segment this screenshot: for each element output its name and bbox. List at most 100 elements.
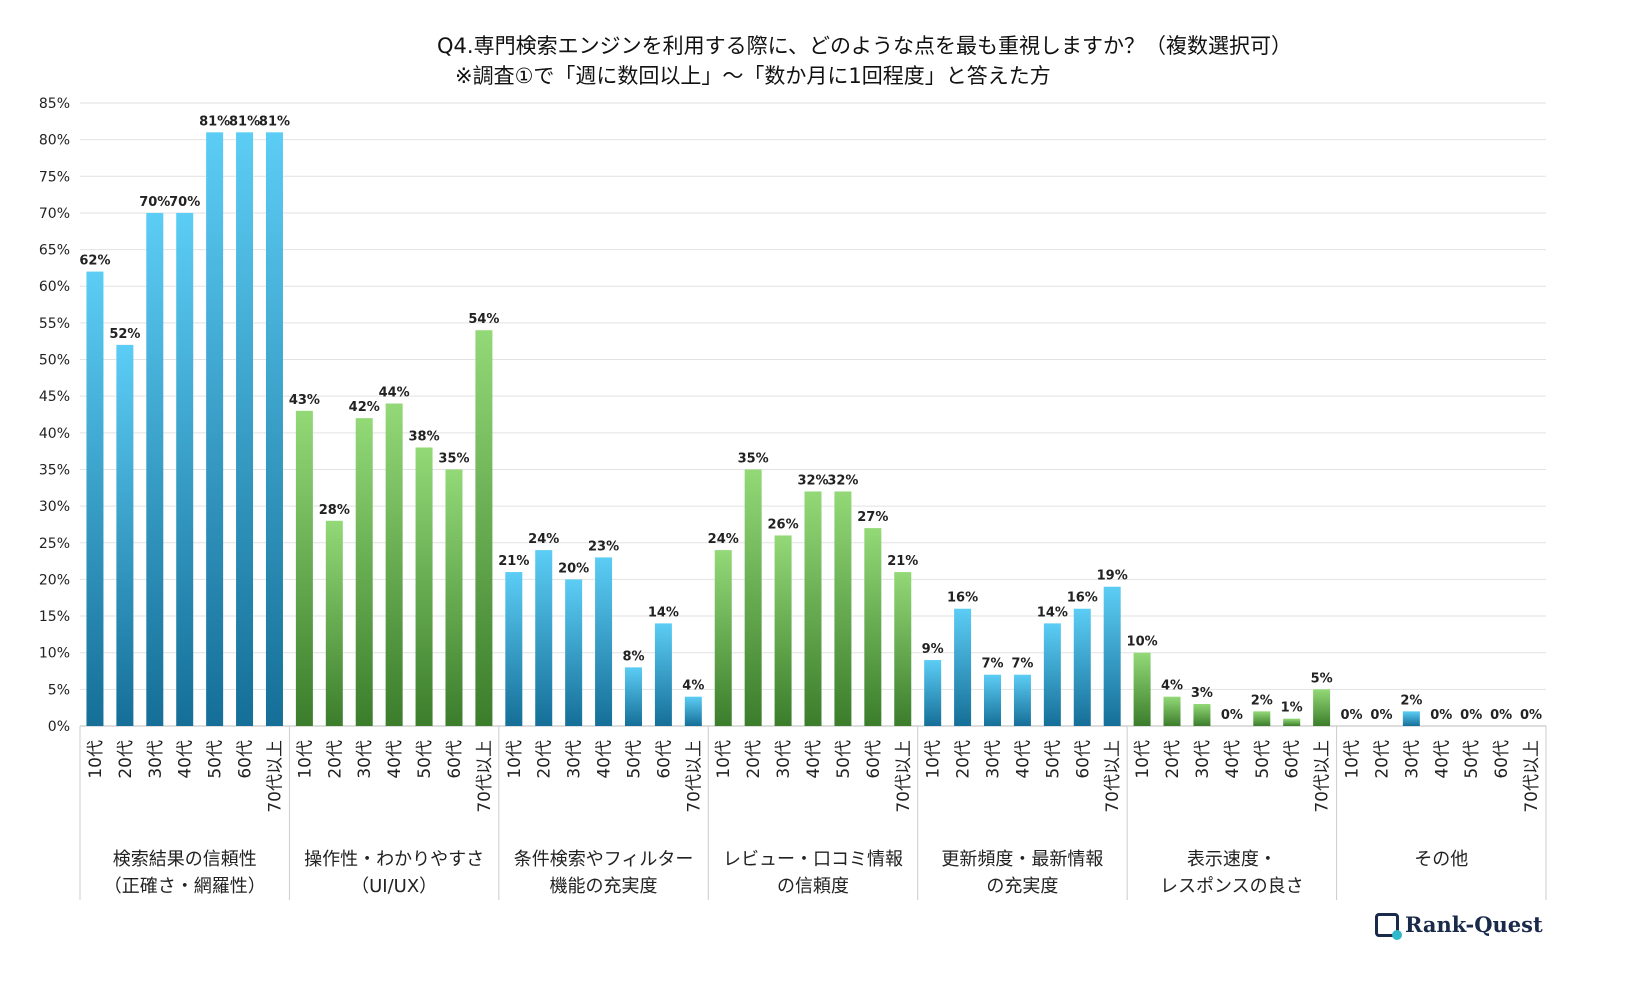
y-tick-label: 0% <box>48 719 70 735</box>
y-tick-label: 35% <box>39 462 70 478</box>
data-label: 8% <box>622 649 644 664</box>
data-label: 14% <box>648 605 679 620</box>
y-tick-label: 5% <box>48 682 70 698</box>
data-label: 7% <box>981 657 1003 672</box>
bar <box>1313 689 1331 726</box>
bar <box>954 608 972 726</box>
bar <box>355 418 373 726</box>
data-label: 81% <box>259 114 290 129</box>
data-label: 14% <box>1037 605 1068 620</box>
bar <box>894 572 912 726</box>
bar <box>565 579 583 726</box>
x-tick-label: 50代 <box>415 740 435 779</box>
data-label: 26% <box>768 517 799 532</box>
chart-subtitle: ※調査①で「週に数回以上」～「数か月に1回程度」と答えた方 <box>455 64 1051 88</box>
logo-text: Rank-Quest <box>1405 912 1543 937</box>
x-tick-label: 70代以上 <box>684 740 704 813</box>
data-label: 21% <box>498 554 529 569</box>
rank-quest-logo: Rank-Quest <box>1375 912 1543 940</box>
bar <box>1283 718 1301 726</box>
x-tick-label: 70代以上 <box>1313 740 1333 813</box>
chart-title: Q4.専門検索エンジンを利用する際に、どのような点を最も重視しますか？（複数選択… <box>437 34 1292 58</box>
data-label: 44% <box>379 386 410 401</box>
bar <box>654 623 672 726</box>
data-label: 32% <box>827 473 858 488</box>
x-tick-label: 70代以上 <box>894 740 914 813</box>
x-tick-label: 30代 <box>774 740 794 779</box>
data-label: 0% <box>1430 708 1452 723</box>
data-label: 4% <box>1161 679 1183 694</box>
bar <box>1013 674 1031 726</box>
bar <box>1193 704 1211 726</box>
bar <box>744 469 762 726</box>
group-label: の充実度 <box>986 876 1058 897</box>
bar <box>924 660 942 726</box>
x-tick-label: 50代 <box>624 740 644 779</box>
x-tick-label: 60代 <box>1283 740 1303 779</box>
bar <box>1402 711 1420 726</box>
x-tick-label: 10代 <box>295 740 315 779</box>
group-label: レビュー・口コミ情報 <box>723 849 903 870</box>
y-tick-label: 65% <box>39 243 70 259</box>
group-label: 検索結果の信頼性 <box>113 849 257 870</box>
data-label: 20% <box>558 561 589 576</box>
bar <box>146 212 164 727</box>
bar <box>1103 586 1121 726</box>
x-tick-label: 40代 <box>385 740 405 779</box>
data-label: 70% <box>169 195 200 210</box>
data-label: 1% <box>1281 701 1303 716</box>
x-tick-label: 70代以上 <box>1522 740 1542 813</box>
data-label: 2% <box>1400 693 1422 708</box>
bar <box>774 535 792 726</box>
y-tick-label: 15% <box>39 609 70 625</box>
bar <box>624 667 642 726</box>
x-tick-label: 20代 <box>535 740 555 779</box>
x-tick-label: 20代 <box>1372 740 1392 779</box>
x-tick-label: 10代 <box>86 740 106 779</box>
group-label: 表示速度・ <box>1187 849 1277 870</box>
y-tick-label: 25% <box>39 536 70 552</box>
group-label: 機能の充実度 <box>550 876 658 897</box>
data-label: 3% <box>1191 686 1213 701</box>
x-tick-label: 60代 <box>1073 740 1093 779</box>
bar <box>864 528 882 726</box>
data-label: 38% <box>408 429 439 444</box>
y-tick-label: 75% <box>39 169 70 185</box>
data-label: 16% <box>947 591 978 606</box>
x-tick-label: 30代 <box>1402 740 1422 779</box>
bar <box>1043 623 1061 726</box>
group-label: （正確さ・網羅性） <box>104 876 266 897</box>
x-tick-label: 10代 <box>1343 740 1363 779</box>
x-tick-label: 60代 <box>1492 740 1512 779</box>
bar <box>834 491 852 726</box>
group-label: （UI/UX） <box>351 876 437 897</box>
data-label: 21% <box>887 554 918 569</box>
y-tick-label: 20% <box>39 572 70 588</box>
x-tick-label: 40代 <box>1432 740 1452 779</box>
y-tick-label: 50% <box>39 353 70 369</box>
bar <box>505 572 523 726</box>
x-tick-label: 50代 <box>1462 740 1482 779</box>
x-tick-label: 30代 <box>1193 740 1213 779</box>
data-label: 0% <box>1520 708 1542 723</box>
x-tick-label: 20代 <box>954 740 974 779</box>
data-label: 52% <box>109 327 140 342</box>
x-tick-label: 40代 <box>1223 740 1243 779</box>
x-tick-label: 40代 <box>1013 740 1033 779</box>
data-label: 35% <box>438 451 469 466</box>
bar <box>714 550 732 726</box>
group-label: 操作性・わかりやすさ <box>304 849 484 870</box>
group-label: の信頼度 <box>777 876 849 897</box>
data-label: 0% <box>1221 708 1243 723</box>
bar <box>984 674 1002 726</box>
data-label: 27% <box>857 510 888 525</box>
bar <box>445 469 463 726</box>
x-tick-label: 60代 <box>445 740 465 779</box>
y-tick-label: 45% <box>39 389 70 405</box>
x-tick-label: 70代以上 <box>1103 740 1123 813</box>
y-tick-label: 55% <box>39 316 70 332</box>
bar <box>1163 696 1181 726</box>
data-label: 81% <box>199 114 230 129</box>
bar <box>475 330 493 726</box>
